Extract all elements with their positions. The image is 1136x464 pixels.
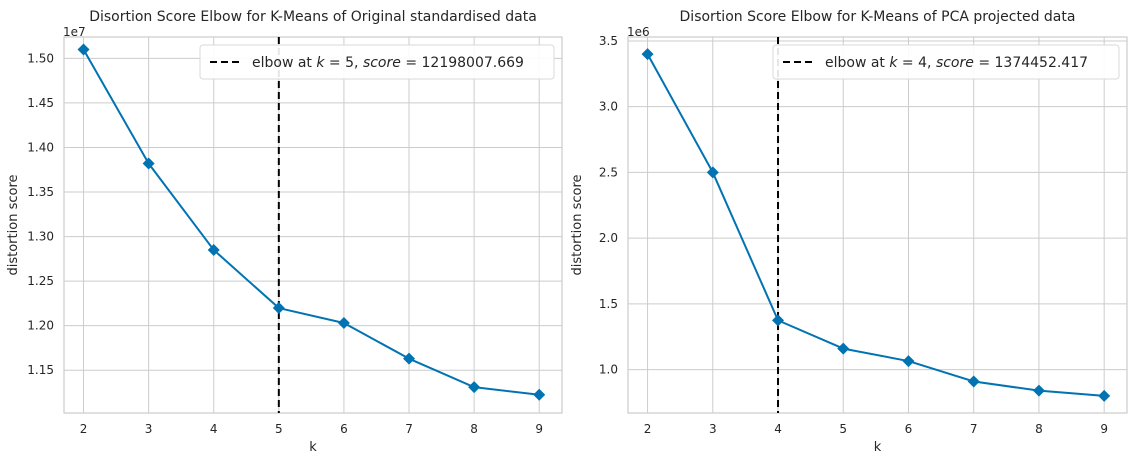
x-tick-label: 3: [709, 422, 717, 436]
x-tick-label: 2: [644, 422, 652, 436]
y-tick-label: 2.0: [599, 231, 618, 245]
data-point-k3: [706, 166, 719, 179]
legend-text-part: elbow at: [252, 55, 316, 71]
data-point-k8: [468, 381, 481, 394]
data-point-k6: [337, 317, 350, 330]
y-tick-label: 1.0: [599, 363, 618, 377]
data-point-k6: [902, 355, 915, 368]
legend-text-part: elbow at: [825, 55, 889, 71]
y-tick-label: 1.45: [27, 96, 54, 110]
x-tick-label: 4: [210, 422, 218, 436]
x-tick-label: 6: [340, 422, 348, 436]
data-point-k2: [641, 48, 654, 61]
legend-text-part: = 5,: [324, 55, 362, 71]
y-axis-label: distortion score: [6, 175, 21, 276]
legend: elbow at k = 5, score = 12198007.669: [199, 44, 555, 80]
data-point-k5: [837, 342, 850, 355]
x-tick-label: 9: [1100, 422, 1108, 436]
data-point-k5: [272, 302, 285, 315]
x-tick-label: 7: [970, 422, 978, 436]
x-tick-label: 5: [839, 422, 847, 436]
chart-title: Disortion Score Elbow for K-Means of PCA…: [680, 9, 1076, 25]
x-tick-label: 5: [275, 422, 283, 436]
legend-math-symbol: k: [316, 55, 325, 71]
y-tick-label: 1.40: [27, 140, 54, 154]
y-tick-label: 3.5: [599, 34, 618, 48]
y-tick-label: 1.20: [27, 319, 54, 333]
x-tick-label: 7: [405, 422, 413, 436]
chart-1: 2 3 4 5 6 7 8 9 1.15 1.20 1.25 1.30 1.35 1.40 1.45 1.50…: [6, 9, 563, 455]
legend-math-symbol: score: [363, 55, 401, 71]
legend-text-part: = 1374452.417: [974, 55, 1088, 71]
series-line: [82, 48, 540, 396]
y-tick-label: 1.50: [27, 51, 54, 65]
data-point-k7: [403, 352, 416, 365]
plot-area: [627, 36, 1128, 414]
legend-box: [199, 44, 555, 80]
y-tick-label: 1.30: [27, 230, 54, 244]
x-tick-label: 9: [535, 422, 543, 436]
y-tick-label: 1.5: [599, 297, 618, 311]
y-scale-label: 1e6: [627, 25, 650, 39]
x-axis-label: k: [309, 440, 317, 455]
legend-math-symbol: score: [936, 55, 974, 71]
x-axis-label: k: [874, 440, 882, 455]
data-point-k7: [967, 375, 980, 388]
legend-text-part: = 12198007.669: [401, 55, 524, 71]
y-tick-label: 3.0: [599, 100, 618, 114]
chart-title: Disortion Score Elbow for K-Means of Ori…: [89, 9, 537, 25]
y-tick-label: 1.25: [27, 274, 54, 288]
data-point-k2: [77, 43, 90, 56]
x-tick-label: 8: [470, 422, 478, 436]
legend-label: elbow at k = 4, score = 1374452.417: [825, 55, 1088, 71]
plot-area: [63, 36, 563, 414]
chart-2: 2 3 4 5 6 7 8 9 1.0 1.5 2.0 2.5 3.0 3.5 1e6 k distortion…: [570, 9, 1128, 455]
data-point-k4: [772, 314, 785, 327]
legend-label: elbow at k = 5, score = 12198007.669: [252, 55, 524, 71]
legend-text-part: = 4,: [897, 55, 935, 71]
x-tick-label: 3: [145, 422, 153, 436]
y-tick-label: 1.15: [27, 363, 54, 377]
x-tick-label: 4: [774, 422, 782, 436]
data-point-k3: [142, 157, 155, 170]
series-line: [646, 53, 1105, 397]
y-scale-label: 1e7: [63, 25, 86, 39]
x-tick-label: 8: [1035, 422, 1043, 436]
legend: elbow at k = 4, score = 1374452.417: [772, 44, 1120, 80]
x-tick-label: 6: [905, 422, 913, 436]
x-tick-label: 2: [80, 422, 88, 436]
legend-math-symbol: k: [889, 55, 898, 71]
data-point-k8: [1032, 384, 1045, 397]
legend-box: [772, 44, 1120, 80]
data-point-k9: [533, 388, 546, 401]
y-tick-label: 2.5: [599, 165, 618, 179]
data-point-k9: [1098, 389, 1111, 402]
data-point-k4: [207, 243, 220, 256]
y-axis-label: distortion score: [570, 175, 585, 276]
y-tick-label: 1.35: [27, 185, 54, 199]
